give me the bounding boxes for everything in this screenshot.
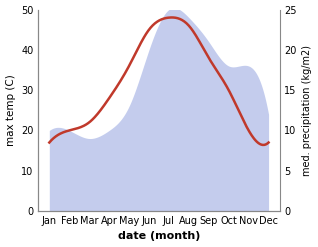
Y-axis label: med. precipitation (kg/m2): med. precipitation (kg/m2) xyxy=(302,45,313,176)
Y-axis label: max temp (C): max temp (C) xyxy=(5,74,16,146)
X-axis label: date (month): date (month) xyxy=(118,231,200,242)
